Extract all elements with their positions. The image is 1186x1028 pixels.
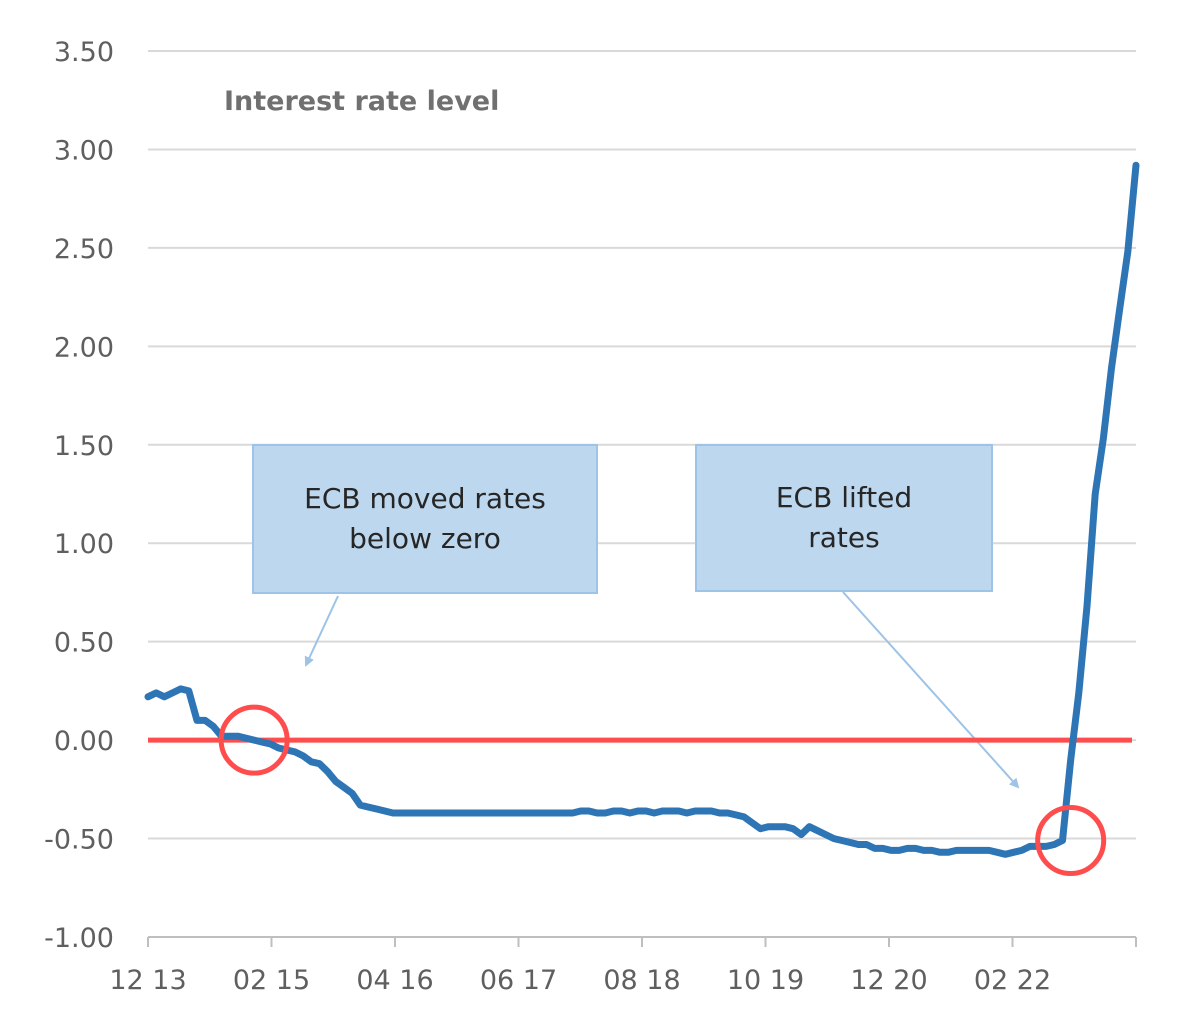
y-tick-label: 3.50 (54, 37, 114, 68)
y-tick-label: 1.00 (54, 529, 114, 560)
annotation-below-zero: ECB moved rates below zero (252, 444, 598, 594)
x-tick-label: 06 17 (480, 965, 557, 996)
y-tick-label: -1.00 (44, 923, 114, 954)
x-tick-label: 04 16 (356, 965, 433, 996)
x-tick-label: 10 19 (727, 965, 804, 996)
annotation-arrow (304, 595, 339, 667)
y-tick-label: 0.50 (54, 628, 114, 659)
x-tick-label: 02 22 (974, 965, 1051, 996)
annotation-lifted-rates: ECB lifted rates (695, 444, 993, 592)
x-tick-label: 08 18 (603, 965, 680, 996)
x-axis (147, 936, 1137, 947)
y-tick-label: 0.00 (54, 726, 114, 757)
highlight-circle (218, 704, 290, 776)
annotation-arrow (842, 591, 1020, 789)
y-tick-label: 3.00 (54, 135, 114, 166)
rate-series-line (144, 161, 1140, 858)
x-tick-label: 12 13 (109, 965, 186, 996)
y-axis-ticks: 3.50 3.00 2.50 2.00 1.50 1.00 0.50 0.00 -0.50 -1.… (44, 37, 114, 954)
annotation-arrows (304, 591, 1020, 789)
y-tick-label: 2.50 (54, 234, 114, 265)
y-tick-label: 2.00 (54, 332, 114, 363)
highlight-circle (1035, 805, 1107, 877)
x-tick-label: 02 15 (233, 965, 310, 996)
chart-title: Interest rate level (224, 86, 499, 117)
x-tick-label: 12 20 (850, 965, 927, 996)
x-axis-ticks: 12 13 02 15 04 16 06 17 08 18 10 19 12 20 02 22 (109, 965, 1051, 996)
highlight-circles (218, 704, 1107, 877)
y-tick-label: 1.50 (54, 431, 114, 462)
series-layer (144, 161, 1140, 858)
y-tick-label: -0.50 (44, 825, 114, 856)
